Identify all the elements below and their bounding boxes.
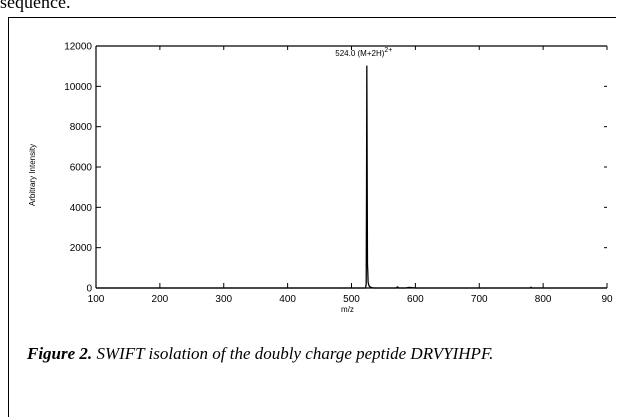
spectrum-line bbox=[96, 65, 607, 289]
x-tick-label: 500 bbox=[343, 294, 360, 305]
figure-frame: 100 200 300 400 500 600 700 800 90 0 2000 4000 6000 8… bbox=[8, 17, 616, 417]
x-tick-label: 200 bbox=[152, 294, 169, 305]
caption-text: SWIFT isolation of the doubly charge pep… bbox=[96, 344, 494, 363]
plot-area: 100 200 300 400 500 600 700 800 9002000400060008… bbox=[28, 42, 613, 315]
y-tick-label: 12000 bbox=[64, 42, 92, 53]
peak-annotation: 524.0 (M+2H)2+ bbox=[335, 47, 392, 58]
preceding-text: sequence. bbox=[0, 0, 71, 12]
x-tick-label: 300 bbox=[215, 294, 232, 305]
x-tick-label: 100 bbox=[88, 294, 105, 305]
y-tick-label: 8000 bbox=[70, 122, 93, 133]
y-axis-label: Arbitrary Intensity bbox=[28, 144, 37, 206]
x-tick-label: 600 bbox=[407, 294, 424, 305]
figure-caption: Figure 2. SWIFT isolation of the doubly … bbox=[27, 343, 617, 365]
x-axis-label: m/z bbox=[341, 305, 354, 314]
y-tick-label: 4000 bbox=[70, 203, 93, 214]
x-tick-label: 400 bbox=[279, 294, 296, 305]
y-tick-label: 6000 bbox=[70, 163, 93, 174]
mass-spectrum-chart: 100 200 300 400 500 600 700 800 9002000400060008… bbox=[28, 42, 613, 315]
x-tick-label: 800 bbox=[535, 294, 552, 305]
y-tick-label: 10000 bbox=[64, 82, 92, 93]
y-tick-label: 0 bbox=[86, 284, 92, 295]
caption-label: Figure 2. bbox=[27, 344, 93, 363]
y-tick-label: 2000 bbox=[70, 243, 93, 254]
x-tick-label: 90 bbox=[601, 294, 613, 305]
x-tick-label: 700 bbox=[471, 294, 488, 305]
peak-annotation-superscript: 2+ bbox=[384, 47, 392, 54]
